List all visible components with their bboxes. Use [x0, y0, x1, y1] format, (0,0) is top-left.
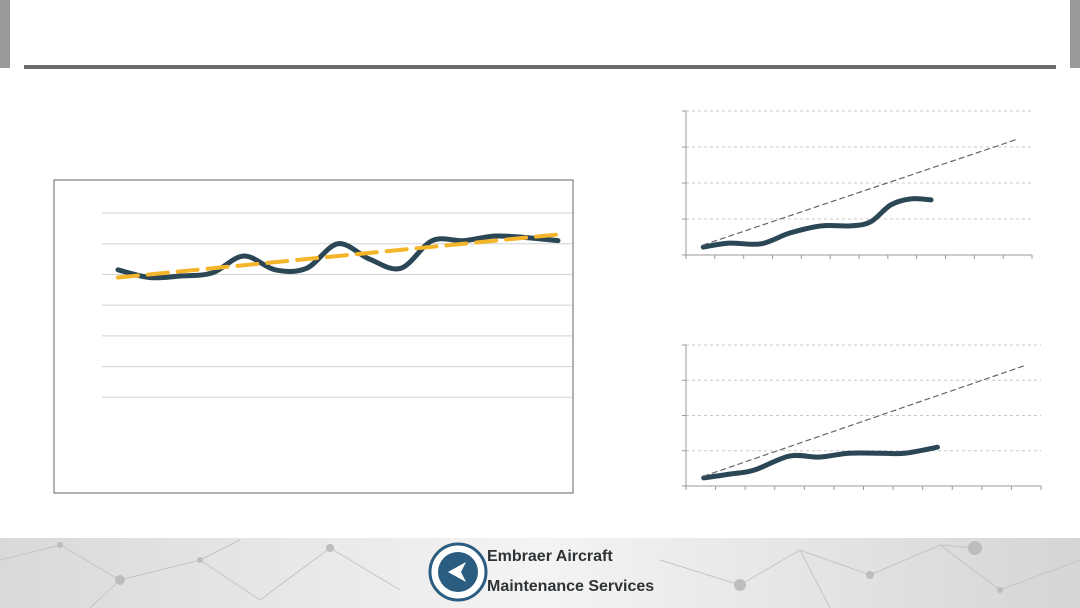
logo-mark — [448, 562, 466, 582]
trend-line — [116, 232, 560, 280]
brand-line: Maintenance Services — [487, 578, 654, 595]
footer: Embraer Aircraft Maintenance Services — [0, 538, 1080, 608]
trend-line — [702, 138, 1019, 246]
chart-frame — [53, 179, 574, 494]
data-line — [115, 233, 561, 281]
data-line — [701, 444, 940, 481]
left-tab — [0, 0, 10, 68]
trend-line — [703, 364, 1027, 477]
data-line — [700, 196, 934, 250]
right-tab — [1070, 0, 1080, 68]
brand-line: Embraer Aircraft — [487, 548, 613, 565]
header-rule — [24, 65, 1056, 69]
network-nodes — [57, 541, 1003, 593]
footer-band — [0, 538, 1080, 608]
